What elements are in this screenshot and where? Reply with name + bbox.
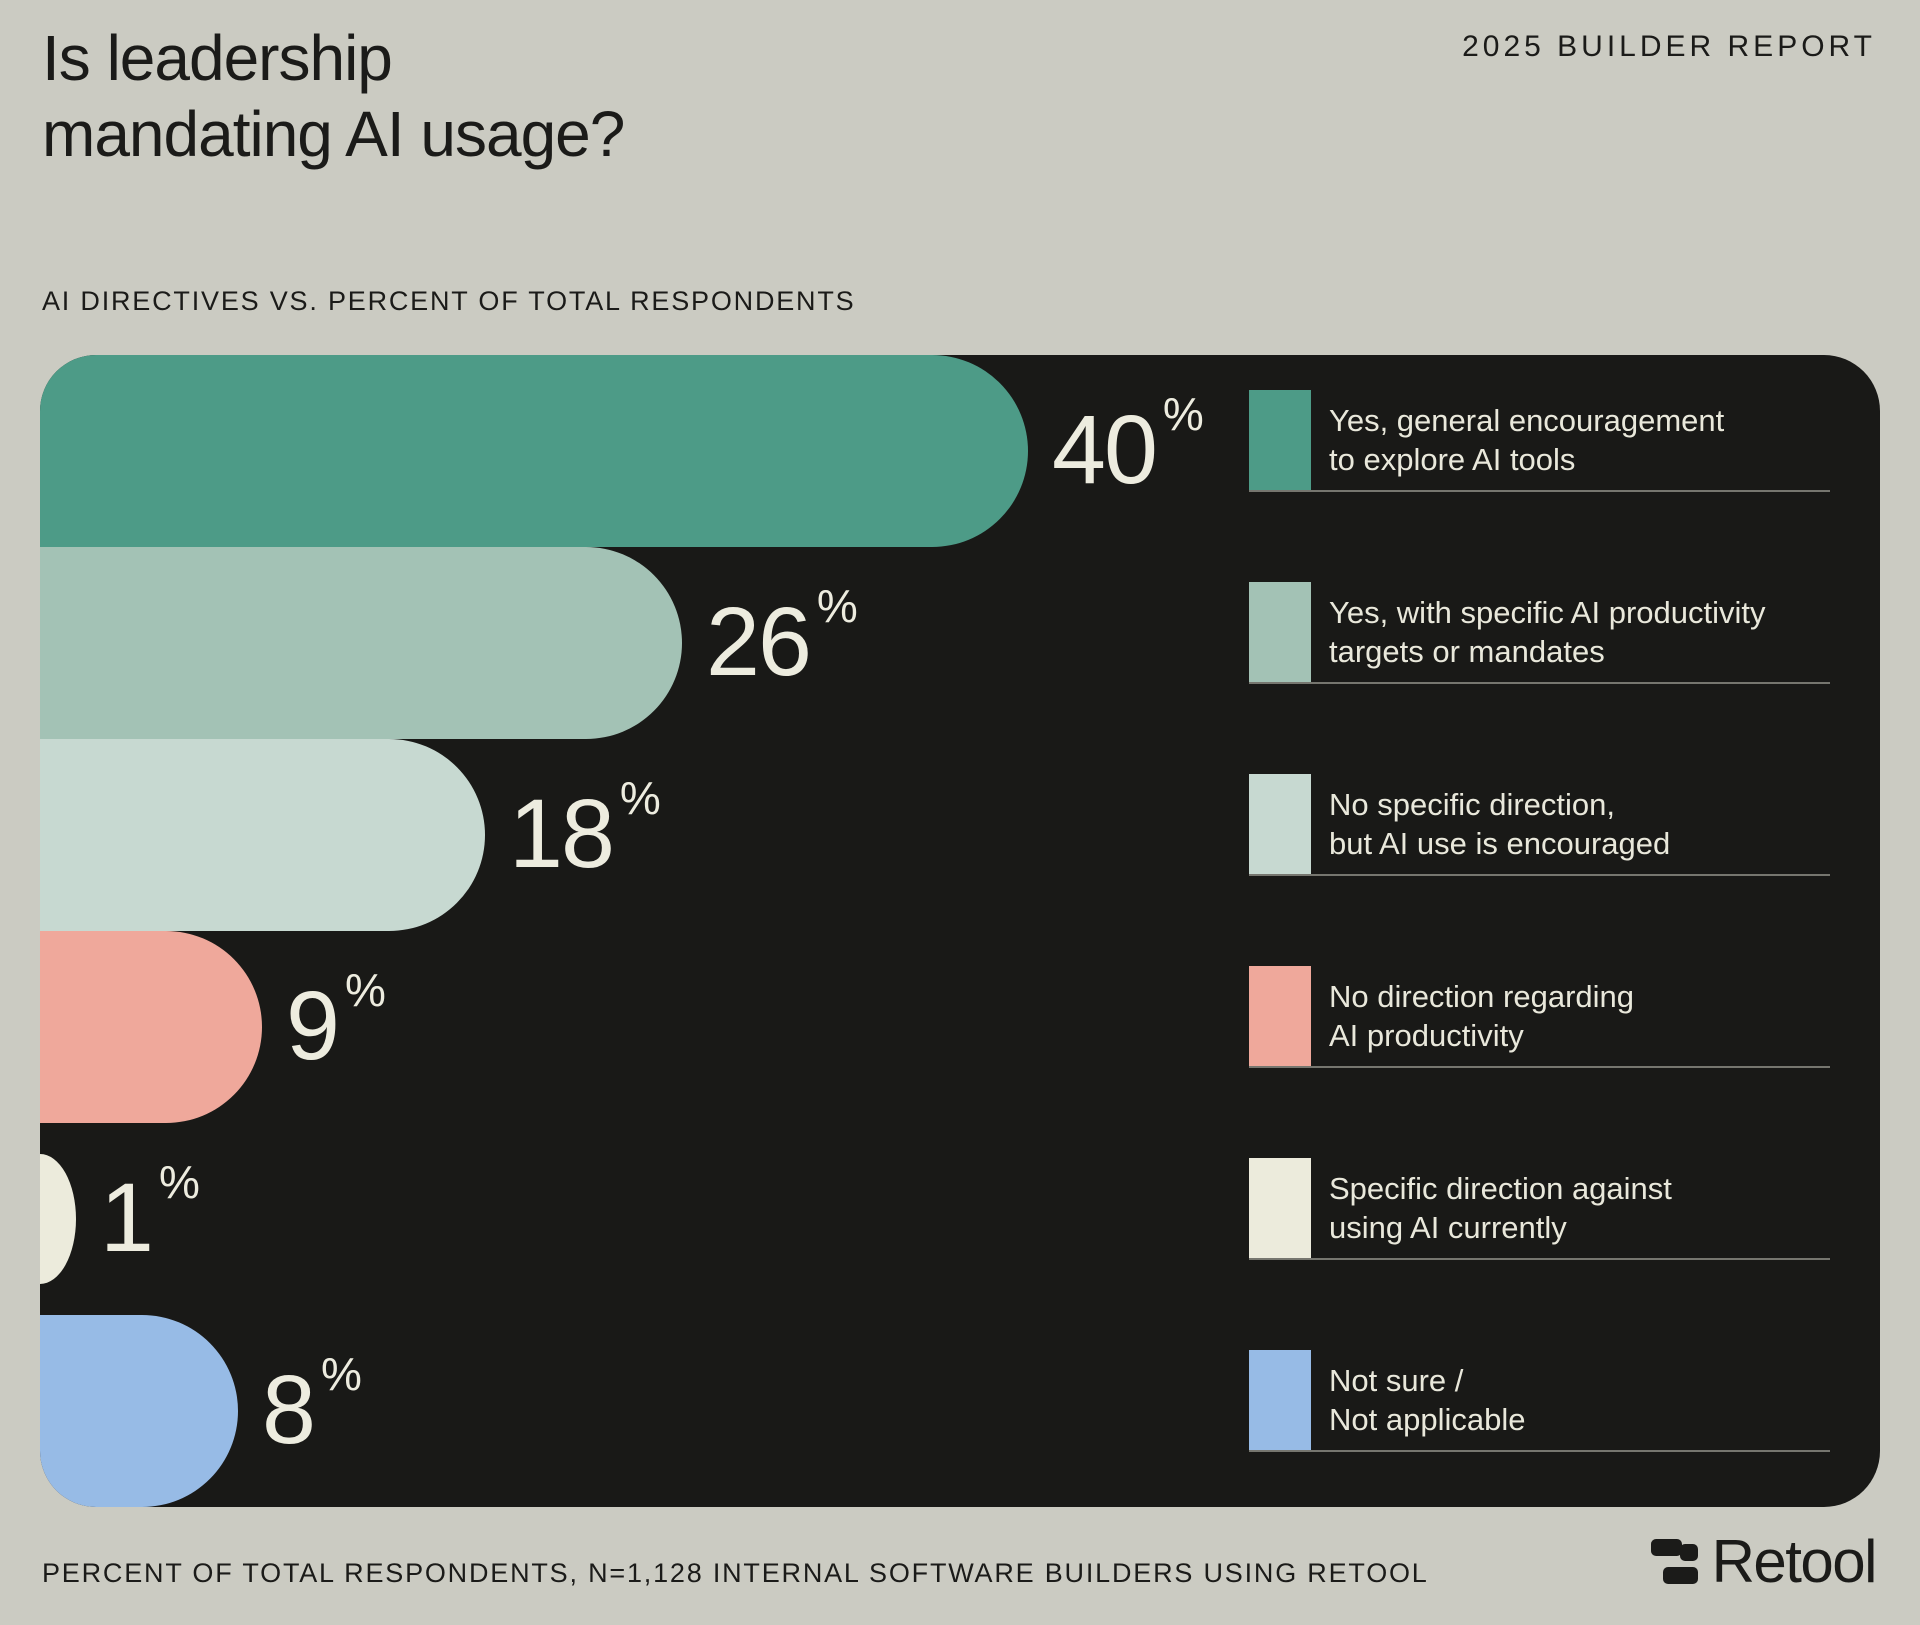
percent-sign: % [816, 580, 858, 632]
legend-label-line1: Yes, with specific AI productivity [1329, 595, 1766, 630]
retool-logo-icon [1650, 1538, 1698, 1584]
legend-swatch [1249, 774, 1311, 874]
bar-value-label: 18% [509, 775, 661, 888]
bar [40, 547, 682, 739]
bar-row: 9% [40, 931, 1880, 1123]
percent-sign: % [619, 772, 661, 824]
legend-item: Not sure / Not applicable [1249, 1350, 1830, 1452]
legend-label-line1: Specific direction against [1329, 1171, 1672, 1206]
legend-label-line1: Yes, general encouragement [1329, 403, 1725, 438]
percent-sign: % [158, 1156, 200, 1208]
bar [40, 931, 262, 1123]
brand-logo: Retool [1650, 1528, 1878, 1595]
legend-label-line1: No direction regarding [1329, 979, 1635, 1014]
bar-value-label: 8% [262, 1351, 362, 1464]
legend-label: No specific direction, but AI use is enco… [1329, 774, 1670, 874]
legend-swatch [1249, 582, 1311, 682]
legend-label: Not sure / Not applicable [1329, 1350, 1525, 1450]
legend-label-line2: to explore AI tools [1329, 442, 1576, 477]
legend-item: Yes, with specific AI productivity target… [1249, 582, 1830, 684]
percent-sign: % [320, 1348, 362, 1400]
bar [40, 739, 485, 931]
bar-value-number: 9 [286, 971, 340, 1080]
footnote: PERCENT OF TOTAL RESPONDENTS, N=1,128 IN… [42, 1558, 1429, 1588]
chart-subtitle: AI DIRECTIVES VS. PERCENT OF TOTAL RESPO… [42, 286, 856, 316]
legend-swatch [1249, 1158, 1311, 1258]
bar-value-number: 1 [100, 1163, 154, 1272]
legend-label-line1: No specific direction, [1329, 787, 1616, 822]
legend-item: No specific direction, but AI use is enco… [1249, 774, 1830, 876]
legend-item: Specific direction against using AI curre… [1249, 1158, 1830, 1260]
bar-row: 18% [40, 739, 1880, 931]
bar-row: 40% [40, 355, 1880, 547]
bar-row: 26% [40, 547, 1880, 739]
page-title: Is leadership mandating AI usage? [42, 22, 625, 170]
bar [40, 355, 1028, 547]
legend-label-line2: Not applicable [1329, 1402, 1526, 1437]
legend-swatch [1249, 390, 1311, 490]
legend-label: Yes, general encouragement to explore AI … [1329, 390, 1724, 490]
legend-item: Yes, general encouragement to explore AI … [1249, 390, 1830, 492]
bar-value-label: 1% [100, 1159, 200, 1272]
bar-row: 8% [40, 1315, 1880, 1507]
legend-label: Yes, with specific AI productivity target… [1329, 582, 1766, 682]
legend-label-line2: AI productivity [1329, 1018, 1524, 1053]
bar-value-label: 40% [1052, 391, 1204, 504]
bar-value-number: 26 [706, 587, 812, 696]
legend-label-line2: but AI use is encouraged [1329, 826, 1671, 861]
percent-sign: % [1162, 388, 1204, 440]
bar-value-label: 9% [286, 967, 386, 1080]
bar [40, 1154, 76, 1284]
percent-sign: % [344, 964, 386, 1016]
bar-value-number: 18 [509, 779, 615, 888]
bar-value-number: 8 [262, 1355, 316, 1464]
legend-label-line2: targets or mandates [1329, 634, 1605, 669]
legend-label-line1: Not sure / [1329, 1363, 1464, 1398]
bar-row: 1% [40, 1123, 1880, 1315]
chart-panel: 40% 26% 18% 9% 1% 8% [40, 355, 1880, 1507]
bar [40, 1315, 238, 1507]
legend-label: Specific direction against using AI curre… [1329, 1158, 1672, 1258]
legend-swatch [1249, 966, 1311, 1066]
legend-label: No direction regarding AI productivity [1329, 966, 1634, 1066]
retool-logo-text: Retool [1711, 1528, 1878, 1595]
legend-label-line2: using AI currently [1329, 1210, 1567, 1245]
legend-item: No direction regarding AI productivity [1249, 966, 1830, 1068]
report-label: 2025 BUILDER REPORT [1462, 30, 1876, 63]
legend-swatch [1249, 1350, 1311, 1450]
bar-value-label: 26% [706, 583, 858, 696]
bar-value-number: 40 [1052, 395, 1158, 504]
